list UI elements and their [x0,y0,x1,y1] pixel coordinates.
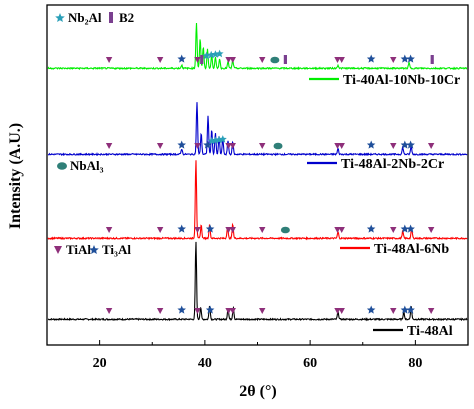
tial-marker [259,57,266,63]
nb2al-marker [211,50,220,58]
ti3al-marker [406,54,415,63]
tial-marker [390,57,397,63]
tial-marker [105,57,113,63]
x-tick-label: 60 [303,356,317,371]
series-legends-layer: Ti-48Al Ti-48Al-6Nb Ti-48Al-2Nb-2Cr Ti-40Al… [307,73,460,339]
ti3al-marker [177,140,186,149]
tial-marker [259,227,266,233]
phase-legend-label-1: Nb₂Al [68,10,102,25]
tial-marker [390,143,397,149]
tial-marker [334,57,341,63]
tial-marker [194,143,201,149]
ti3al-marker [366,224,376,233]
nb2al-marker [207,50,216,59]
nb2al-marker [215,49,224,58]
ti3al-marker [406,140,415,149]
x-axis-label: 2θ (°) [239,383,276,400]
phase-legend-symbol-1 [55,13,65,22]
b2-marker [430,55,434,64]
tial-marker [390,308,397,314]
ti3al-marker [177,54,186,63]
tial-marker [338,57,345,63]
ti3al-marker [366,305,376,314]
tial-marker [194,308,201,314]
tial-marker [105,308,113,314]
ti3al-marker [177,305,186,314]
x-tick-label: 20 [93,356,107,371]
legend-label-4: Ti-40Al-10Nb-10Cr [343,73,460,88]
tial-marker [105,227,113,233]
tial-marker [105,143,113,149]
phase-legend-label-2: B2 [119,10,134,25]
tial-marker [225,308,232,314]
tial-marker [156,227,164,233]
pattern-line-4 [47,22,468,71]
ti3al-marker [203,140,212,149]
tial-marker [338,227,345,233]
ti3al-marker [205,224,215,233]
ti3al-marker [400,54,410,63]
ti3al-marker [366,54,376,63]
tial-marker [427,143,435,149]
phase-legend-symbol-2 [109,12,113,23]
tial-marker [156,57,164,63]
ti3al-marker [366,140,376,149]
nbal3-marker [270,56,280,64]
pattern-line-1 [47,241,468,322]
b2-marker [283,55,287,64]
ti3al-marker [400,140,410,149]
ti3al-marker [400,305,410,314]
tial-marker [194,227,201,233]
patterns-layer [47,22,468,322]
ti3al-marker [177,224,186,233]
tial-marker [427,227,435,233]
ti3al-marker [406,224,415,233]
tial-marker [390,227,397,233]
tial-marker [229,57,236,63]
tial-marker [334,227,341,233]
legend-label-2: Ti-48Al-6Nb [374,242,449,257]
tial-marker [225,57,232,63]
pattern-line-3 [47,102,468,157]
phase-legend-symbol-4 [54,246,62,254]
ti3al-marker [205,305,215,314]
phase-legend-symbol-5 [89,245,99,254]
ti3al-marker [406,305,415,314]
pattern-line-2 [47,160,468,241]
x-axis-ticks: 20 40 60 80 [46,340,469,371]
tial-marker [229,308,236,314]
tial-marker [156,308,164,314]
phase-legend-label-3: NbAl₃ [70,158,104,173]
tial-marker [334,308,341,314]
b2-marker [200,55,204,64]
tial-marker [156,143,164,149]
phase-legend-symbol-3 [57,162,67,170]
tial-marker [225,227,232,233]
x-tick-label: 40 [198,356,212,371]
tial-marker [334,143,341,149]
nb2al-marker [218,135,227,143]
tial-marker [229,143,236,149]
nbal3-marker [273,142,283,150]
ti3al-marker [400,224,410,233]
tial-marker [259,143,266,149]
tial-marker [338,143,345,149]
legend-label-3: Ti-48Al-2Nb-2Cr [341,157,444,172]
tial-marker [259,308,266,314]
x-tick-label: 80 [408,356,422,371]
phase-legend-label-4: TiAl [66,242,91,257]
tial-marker [338,308,345,314]
nb2al-marker [202,51,211,60]
tial-marker [225,143,232,149]
nbal3-marker [280,226,290,234]
tial-marker [427,308,435,314]
phase-legend-label-5: Ti₃Al [102,242,131,257]
legend-label-1: Ti-48Al [407,324,453,339]
tial-marker [229,227,236,233]
tial-marker [194,57,201,63]
phase-markers-layer [105,49,435,314]
phase-legends-layer: Nb₂Al B2 NbAl₃ TiAl Ti₃Al [54,10,134,257]
y-axis-label: Intensity (A.U.) [7,123,24,229]
